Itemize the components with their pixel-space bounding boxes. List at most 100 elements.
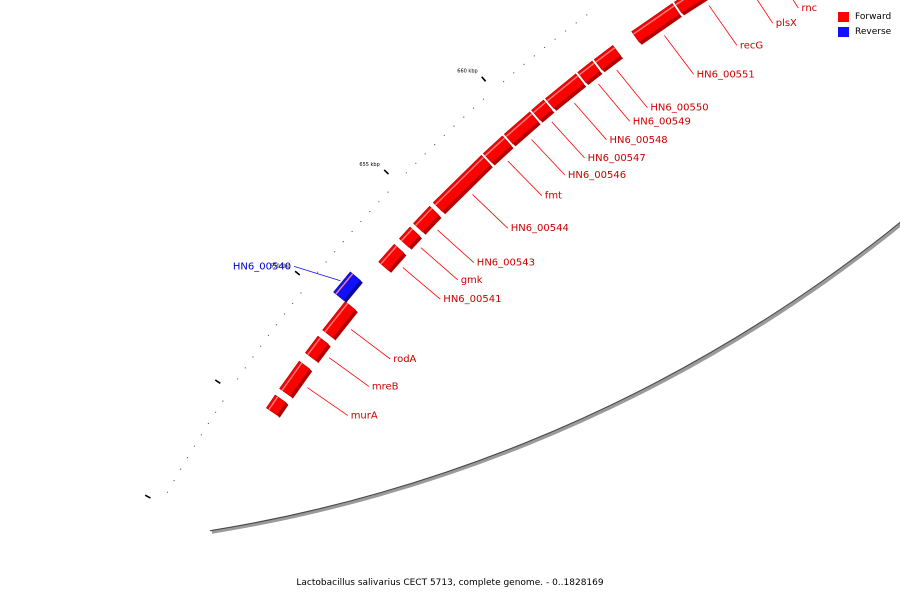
minor-tick xyxy=(463,116,465,118)
gene-label[interactable]: HN6_00549 xyxy=(633,116,691,127)
gene-label[interactable]: HN6_00541 xyxy=(443,294,501,305)
minor-tick xyxy=(317,271,319,273)
minor-tick xyxy=(342,241,344,243)
label-leader-line xyxy=(551,121,585,159)
gene-label[interactable]: murA xyxy=(351,410,378,421)
minor-tick xyxy=(180,468,182,470)
label-leader-line xyxy=(708,5,738,46)
minor-tick xyxy=(252,356,254,358)
minor-tick xyxy=(434,144,436,146)
gene-label[interactable]: HN6_00540 xyxy=(233,261,291,272)
genome-backbone xyxy=(209,221,900,534)
minor-tick xyxy=(523,63,525,65)
gene-feature[interactable] xyxy=(577,60,603,85)
gene-label[interactable]: recG xyxy=(740,40,763,51)
gene-label[interactable]: HN6_00547 xyxy=(588,153,646,164)
minor-tick xyxy=(415,162,417,164)
minor-tick xyxy=(387,191,389,193)
label-leader-line xyxy=(574,102,607,141)
gene-feature[interactable] xyxy=(322,301,358,341)
gene-label[interactable]: fmt xyxy=(545,191,562,202)
minor-tick xyxy=(453,125,455,127)
minor-tick xyxy=(267,334,270,336)
gene-feature[interactable] xyxy=(593,44,624,73)
minor-tick xyxy=(237,378,239,380)
gene-feature[interactable] xyxy=(398,226,422,250)
gene-label[interactable]: HN6_00550 xyxy=(650,103,708,114)
label-leader-line xyxy=(402,267,441,300)
tick-label: 660 kbp xyxy=(457,68,477,74)
minor-tick xyxy=(544,46,546,49)
minor-tick xyxy=(244,367,246,369)
gene-labels: murA mreB rodA HN6_00540 HN6_00541 gmk HN6_005… xyxy=(233,0,817,421)
gene-label[interactable]: HN6_00548 xyxy=(610,135,668,146)
label-leader-line xyxy=(293,266,341,282)
label-leader-line xyxy=(472,194,508,229)
gene-feature[interactable] xyxy=(378,243,407,273)
minor-tick xyxy=(378,201,380,203)
major-tick xyxy=(481,76,487,82)
minor-tick xyxy=(186,457,189,459)
minor-tick xyxy=(334,251,336,253)
legend-forward: Forward xyxy=(838,9,891,24)
minor-tick xyxy=(300,292,302,294)
minor-tick xyxy=(575,22,577,24)
major-tick xyxy=(383,169,390,175)
minor-tick xyxy=(503,81,505,83)
gene-features xyxy=(265,0,729,418)
gene-feature[interactable] xyxy=(545,73,587,111)
label-leader-line xyxy=(792,0,799,9)
minor-tick xyxy=(283,313,286,315)
gene-feature[interactable] xyxy=(333,271,363,303)
legend-reverse: Reverse xyxy=(838,24,891,39)
tick-label: 650 kbp xyxy=(270,264,290,270)
label-leader-line xyxy=(664,35,694,75)
gene-feature[interactable] xyxy=(304,335,331,364)
gene-feature[interactable] xyxy=(631,3,682,45)
gene-feature[interactable] xyxy=(432,154,493,215)
minor-tick xyxy=(473,107,475,109)
gene-label[interactable]: rnc xyxy=(801,3,817,14)
minor-tick xyxy=(565,30,567,32)
minor-tick xyxy=(275,324,278,326)
genome-caption: Lactobacillus salivarius CECT 5713, comp… xyxy=(296,578,604,588)
minor-tick xyxy=(360,220,362,223)
gene-label[interactable]: HN6_00551 xyxy=(697,69,755,80)
legend-forward-label: Forward xyxy=(855,11,892,22)
gene-label[interactable]: HN6_00546 xyxy=(568,170,626,181)
gene-label[interactable]: plsX xyxy=(776,18,797,29)
major-tick xyxy=(144,494,151,499)
minor-tick xyxy=(405,172,407,174)
label-leader-line xyxy=(307,387,348,416)
minor-tick xyxy=(200,434,202,436)
gene-feature[interactable] xyxy=(531,99,555,123)
gene-label[interactable]: HN6_00543 xyxy=(477,258,535,269)
minor-tick xyxy=(166,491,169,493)
minor-tick xyxy=(292,302,294,305)
label-leader-line xyxy=(616,69,648,108)
label-leader-line xyxy=(598,83,631,122)
minor-tick xyxy=(207,422,209,425)
label-leader-line xyxy=(437,229,475,263)
minor-tick xyxy=(222,400,224,402)
gene-label[interactable]: gmk xyxy=(461,275,483,286)
major-tick xyxy=(294,270,301,276)
gene-label[interactable]: mreB xyxy=(372,381,399,392)
gene-feature[interactable] xyxy=(503,111,541,147)
gene-feature[interactable] xyxy=(279,360,313,399)
minor-tick xyxy=(586,14,588,16)
label-leader-line xyxy=(328,357,370,387)
gene-label[interactable]: HN6_00544 xyxy=(511,223,569,234)
gene-feature[interactable] xyxy=(673,0,729,16)
gene-feature[interactable] xyxy=(413,205,442,235)
minor-tick xyxy=(482,98,485,100)
label-leader-line xyxy=(420,247,458,281)
minor-tick xyxy=(260,345,262,347)
gene-label[interactable]: rodA xyxy=(393,354,416,365)
minor-tick xyxy=(554,38,556,40)
gene-feature[interactable] xyxy=(482,135,514,166)
minor-tick xyxy=(193,445,195,447)
gene-feature[interactable] xyxy=(265,394,289,418)
